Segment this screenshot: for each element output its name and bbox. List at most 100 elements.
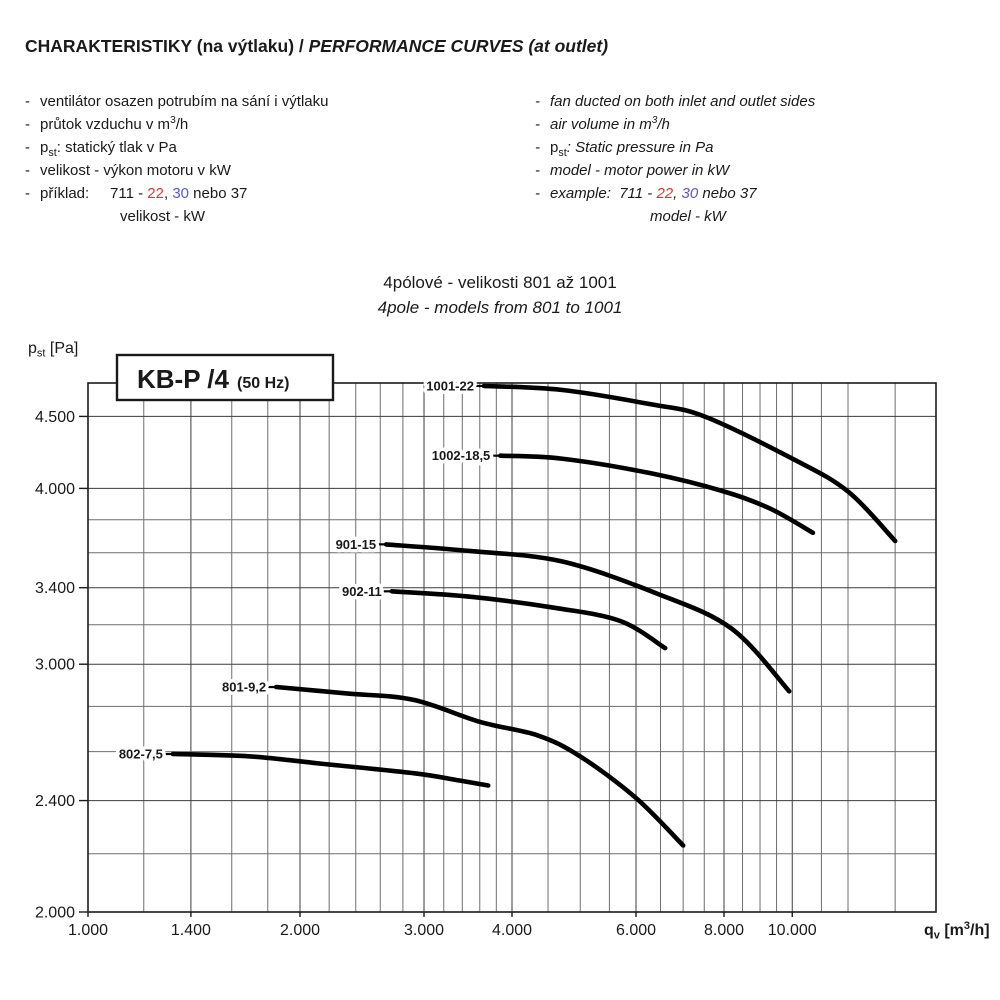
text-segment: 3 bbox=[651, 115, 658, 126]
list-item: -velikost - kW bbox=[25, 205, 329, 228]
list-item-text: velikost - kW bbox=[120, 205, 205, 228]
text-segment: /h bbox=[657, 116, 670, 133]
text-segment: fan ducted on both inlet and outlet side… bbox=[550, 93, 816, 110]
text-segment: průtok vzduchu v m bbox=[40, 116, 171, 133]
list-item-text: model - kW bbox=[650, 205, 726, 228]
list-item: - air volume in m3/h bbox=[535, 113, 815, 136]
x-tick-label: 4.000 bbox=[492, 922, 532, 939]
y-tick-label: 2.000 bbox=[35, 905, 75, 922]
text-segment: 22 bbox=[656, 185, 674, 202]
text-segment: , bbox=[673, 185, 682, 202]
list-item-text: air volume in m3/h bbox=[550, 113, 670, 136]
bullet-dash: - bbox=[535, 93, 540, 110]
list-item-text: průtok vzduchu v m3/h bbox=[40, 113, 188, 136]
x-tick-label: 2.000 bbox=[280, 922, 320, 939]
curve-label-802-7,5: 802-7,5 bbox=[119, 747, 163, 762]
list-item: - pst: statický tlak v Pa bbox=[25, 136, 329, 159]
curve-label-902-11: 902-11 bbox=[342, 584, 382, 599]
text-segment: PERFORMANCE CURVES (at outlet) bbox=[308, 36, 609, 56]
bullet-dash: - bbox=[25, 116, 30, 133]
text-segment: CHARAKTERISTIKY (na výtlaku) / bbox=[25, 36, 309, 56]
bullet-dash: - bbox=[25, 139, 30, 156]
list-item: -model - kW bbox=[535, 205, 815, 228]
bullet-dash: - bbox=[535, 116, 540, 133]
bullet-dash: - bbox=[535, 162, 540, 179]
text-segment: model - kW bbox=[650, 208, 726, 225]
text-segment: 3 bbox=[170, 115, 176, 126]
text-segment: velikost - výkon motoru v kW bbox=[40, 162, 231, 179]
page-title: CHARAKTERISTIKY (na výtlaku) / PERFORMAN… bbox=[25, 36, 608, 57]
text-segment: example: bbox=[550, 185, 611, 202]
x-tick-label: 1.400 bbox=[171, 922, 211, 939]
text-segment: příklad: bbox=[40, 185, 90, 202]
curve-901-15 bbox=[383, 542, 792, 694]
list-item-text: pst: Static pressure in Pa bbox=[550, 136, 713, 159]
x-tick-label: 8.000 bbox=[704, 922, 744, 939]
model-badge-label: KB-P /4 (50 Hz) bbox=[137, 364, 289, 394]
list-item-text: velikost - výkon motoru v kW bbox=[40, 159, 231, 182]
text-segment: 22 bbox=[147, 185, 164, 202]
y-axis-title: pst [Pa] bbox=[28, 340, 78, 360]
chart-subtitle: 4pólové - velikosti 801 až 1001 4pole - … bbox=[0, 270, 1000, 320]
text-segment: 30 bbox=[681, 185, 699, 202]
list-item: - ventilátor osazen potrubím na sání i vý… bbox=[25, 90, 329, 113]
text-segment: p bbox=[550, 139, 559, 156]
list-item: - model - motor power in kW bbox=[535, 159, 815, 182]
y-tick-label: 3.000 bbox=[35, 657, 75, 674]
notes-czech: - ventilátor osazen potrubím na sání i vý… bbox=[25, 90, 329, 228]
x-tick-label: 3.000 bbox=[404, 922, 444, 939]
x-tick-label: 6.000 bbox=[616, 922, 656, 939]
list-item: - velikost - výkon motoru v kW bbox=[25, 159, 329, 182]
performance-chart: 2.000 2.400 3.000 3.400 4.000 4.500 1.000 1.400… bbox=[28, 340, 990, 942]
text-segment: : statický tlak v Pa bbox=[56, 139, 177, 156]
list-item: - příklad: 711 - 22, 30 nebo 37 bbox=[25, 182, 329, 205]
x-tick-label: 10.000 bbox=[768, 922, 817, 939]
subtitle-english: 4pole - models from 801 to 1001 bbox=[377, 298, 623, 317]
notes-english: - fan ducted on both inlet and outlet sid… bbox=[535, 90, 815, 228]
text-segment: 711 - bbox=[89, 185, 148, 202]
text-segment: /h bbox=[175, 116, 189, 133]
text-segment: 30 bbox=[172, 185, 190, 202]
list-item-text: example: 711 - 22, 30 nebo 37 bbox=[550, 182, 757, 205]
text-segment: model - motor power in kW bbox=[550, 162, 730, 179]
bullet-dash: - bbox=[535, 139, 540, 156]
list-item-text: model - motor power in kW bbox=[550, 159, 729, 182]
x-axis-title: qv [m3/h] bbox=[924, 920, 990, 942]
y-tick-label: 4.000 bbox=[35, 481, 75, 498]
text-segment: nebo 37 bbox=[189, 185, 248, 202]
text-segment: velikost - kW bbox=[120, 208, 206, 225]
curve-801-9,2 bbox=[273, 684, 686, 848]
list-item: - průtok vzduchu v m3/h bbox=[25, 113, 329, 136]
y-tick-label: 2.400 bbox=[35, 793, 75, 810]
text-segment: : Static pressure in Pa bbox=[566, 139, 714, 156]
bullet-dash: - bbox=[535, 185, 540, 202]
bullet-dash: - bbox=[25, 185, 30, 202]
text-segment: st bbox=[48, 147, 57, 159]
curve-label-901-15: 901-15 bbox=[336, 537, 376, 552]
list-item-text: příklad: 711 - 22, 30 nebo 37 bbox=[40, 182, 247, 205]
text-segment: ventilátor osazen potrubím na sání i výt… bbox=[40, 93, 329, 110]
list-item-text: pst: statický tlak v Pa bbox=[40, 136, 177, 159]
curve-1002-18,5 bbox=[498, 453, 816, 536]
model-badge-box bbox=[115, 353, 335, 402]
curve-802-7,5 bbox=[170, 751, 491, 788]
curve-label-1001-22: 1001-22 bbox=[426, 378, 474, 393]
y-tick-label: 4.500 bbox=[35, 409, 75, 426]
y-tick-label: 3.400 bbox=[35, 580, 75, 597]
subtitle-czech: 4pólové - velikosti 801 až 1001 bbox=[383, 273, 617, 292]
list-item: - fan ducted on both inlet and outlet sid… bbox=[535, 90, 815, 113]
curve-902-11 bbox=[389, 589, 668, 651]
text-segment: nebo 37 bbox=[698, 185, 757, 202]
list-item: - pst: Static pressure in Pa bbox=[535, 136, 815, 159]
text-segment: 711 - bbox=[610, 185, 657, 202]
bullet-dash: - bbox=[25, 93, 30, 110]
list-item-text: fan ducted on both inlet and outlet side… bbox=[550, 90, 815, 113]
curve-label-1002-18,5: 1002-18,5 bbox=[432, 448, 491, 463]
x-tick-label: 1.000 bbox=[68, 922, 108, 939]
text-segment: st bbox=[558, 147, 567, 159]
curve-label-801-9,2: 801-9,2 bbox=[222, 680, 266, 695]
list-item: - example: 711 - 22, 30 nebo 37 bbox=[535, 182, 815, 205]
list-item-text: ventilátor osazen potrubím na sání i výt… bbox=[40, 90, 329, 113]
bullet-dash: - bbox=[25, 162, 30, 179]
